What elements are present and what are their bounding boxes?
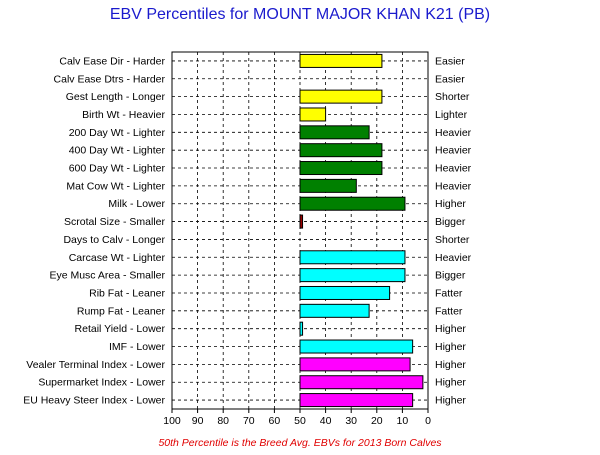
bar — [299, 53, 383, 68]
bar — [299, 375, 424, 390]
row-label-right: Bigger — [435, 216, 466, 228]
x-tick-label: 10 — [397, 415, 409, 427]
row-label-left: Gest Length - Longer — [66, 91, 166, 103]
row-label-right: Easier — [435, 55, 465, 67]
bar — [299, 357, 411, 372]
bar — [299, 89, 383, 104]
row-label-right: Higher — [435, 377, 466, 389]
row-label-right: Bigger — [435, 270, 466, 282]
x-tick-label: 20 — [371, 415, 383, 427]
x-tick-label: 0 — [425, 415, 431, 427]
x-tick-label: 100 — [163, 415, 181, 427]
row-label-right: Shorter — [435, 234, 470, 246]
row-label-left: Birth Wt - Heavier — [82, 109, 165, 121]
x-tick-label: 30 — [345, 415, 357, 427]
bars — [299, 53, 424, 408]
row-label-right: Fatter — [435, 287, 463, 299]
row-label-left: Carcase Wt - Lighter — [69, 252, 166, 264]
bar — [299, 125, 370, 140]
bar — [299, 178, 357, 193]
row-label-left: Rump Fat - Leaner — [77, 305, 166, 317]
row-label-right: Fatter — [435, 305, 463, 317]
x-tick-label: 70 — [243, 415, 255, 427]
row-label-left: 400 Day Wt - Lighter — [69, 145, 166, 157]
bar — [299, 303, 370, 318]
bar — [299, 161, 383, 176]
bar — [299, 250, 406, 265]
row-label-left: Rib Fat - Leaner — [89, 287, 165, 299]
row-label-right: Higher — [435, 341, 466, 353]
row-label-right: Heavier — [435, 163, 472, 175]
row-label-left: Days to Calv - Longer — [63, 234, 165, 246]
bar — [299, 143, 383, 158]
x-axis-ticks: 100 90 80 70 60 50 40 30 20 10 0 — [163, 409, 431, 427]
left-labels: Calv Ease Dir - Harder Calv Ease Dtrs - H… — [23, 55, 165, 406]
row-label-right: Higher — [435, 323, 466, 335]
row-label-right: Heavier — [435, 145, 472, 157]
right-labels: Easier Easier Shorter Lighter Heavier Heavier… — [435, 55, 472, 406]
x-tick-label: 80 — [217, 415, 229, 427]
bar — [299, 285, 391, 300]
plot-frame — [171, 51, 429, 410]
x-tick-label: 60 — [269, 415, 281, 427]
bar — [299, 321, 304, 336]
row-label-right: Heavier — [435, 180, 472, 192]
chart-footnote: 50th Percentile is the Breed Avg. EBVs f… — [158, 437, 442, 449]
row-label-left: Scrotal Size - Smaller — [64, 216, 165, 228]
row-label-left: Eye Musc Area - Smaller — [49, 270, 165, 282]
row-label-right: Easier — [435, 73, 465, 85]
row-label-left: Calv Ease Dir - Harder — [59, 55, 165, 67]
x-tick-label: 40 — [320, 415, 332, 427]
row-label-right: Higher — [435, 395, 466, 407]
bar — [299, 107, 327, 122]
row-label-left: Mat Cow Wt - Lighter — [66, 180, 165, 192]
row-label-left: 600 Day Wt - Lighter — [69, 163, 166, 175]
row-label-right: Higher — [435, 198, 466, 210]
row-label-left: Calv Ease Dtrs - Harder — [54, 73, 166, 85]
row-label-left: EU Heavy Steer Index - Lower — [23, 395, 165, 407]
row-label-left: 200 Day Wt - Lighter — [69, 127, 166, 139]
bar — [299, 393, 414, 408]
row-label-right: Higher — [435, 359, 466, 371]
row-label-left: Vealer Terminal Index - Lower — [26, 359, 165, 371]
x-tick-label: 90 — [192, 415, 204, 427]
bar — [299, 268, 406, 283]
row-label-left: Retail Yield - Lower — [75, 323, 166, 335]
row-label-right: Lighter — [435, 109, 468, 121]
bar — [299, 339, 414, 354]
bar — [299, 196, 406, 211]
x-tick-label: 50 — [294, 415, 306, 427]
row-label-left: Milk - Lower — [108, 198, 165, 210]
row-label-left: Supermarket Index - Lower — [38, 377, 165, 389]
row-label-right: Heavier — [435, 252, 472, 264]
row-label-right: Heavier — [435, 127, 472, 139]
bar — [299, 214, 304, 229]
row-label-right: Shorter — [435, 91, 470, 103]
row-label-left: IMF - Lower — [109, 341, 166, 353]
chart-title: EBV Percentiles for MOUNT MAJOR KHAN K21… — [109, 6, 491, 23]
